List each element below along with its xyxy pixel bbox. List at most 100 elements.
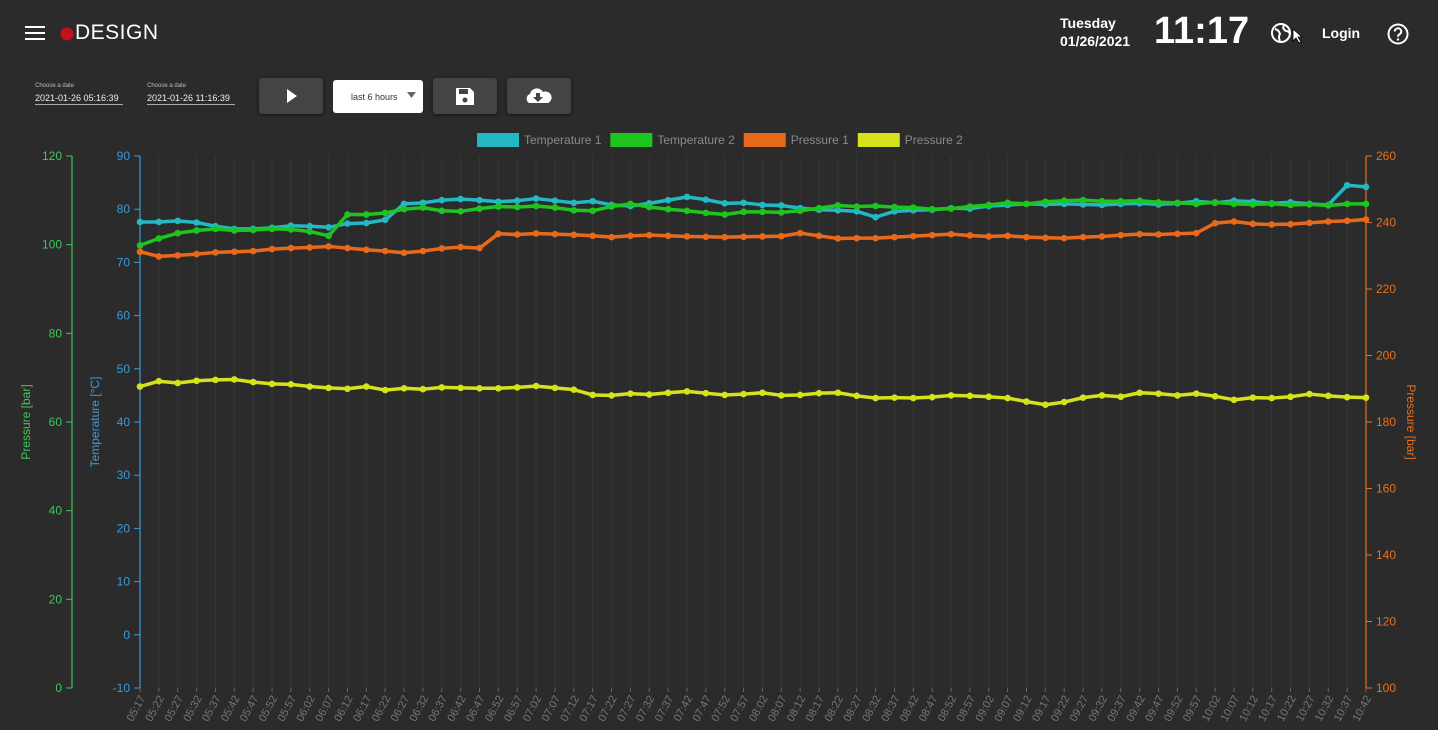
data-point — [1023, 398, 1030, 405]
data-point — [891, 394, 898, 401]
series-line — [138, 198, 1368, 248]
data-point — [627, 200, 634, 208]
data-point — [1155, 390, 1162, 397]
data-point — [1174, 230, 1181, 238]
data-point — [1249, 201, 1257, 208]
end-date[interactable]: 2021-01-26 11:16:39 — [147, 93, 235, 105]
data-point — [400, 205, 408, 213]
data-point — [891, 203, 898, 211]
data-point — [287, 244, 295, 252]
download-button[interactable] — [507, 78, 571, 114]
data-point — [815, 232, 823, 240]
data-point — [306, 228, 314, 235]
data-point — [1306, 390, 1313, 398]
data-point — [306, 383, 314, 390]
data-point — [570, 199, 578, 207]
data-point — [438, 196, 446, 204]
legend-label: Pressure 2 — [905, 133, 963, 147]
data-point — [1230, 200, 1238, 208]
data-point — [1174, 199, 1181, 207]
play-button[interactable] — [259, 78, 323, 114]
data-point — [853, 203, 861, 210]
data-point — [381, 386, 389, 394]
range-value: last 6 hours — [351, 92, 398, 102]
data-point — [268, 380, 276, 388]
data-point — [1268, 221, 1275, 228]
data-point — [1343, 393, 1351, 401]
data-point — [1362, 200, 1370, 208]
data-point — [174, 252, 182, 259]
data-point — [1060, 234, 1068, 242]
data-point — [1192, 229, 1200, 237]
series — [136, 216, 1370, 260]
data-point — [777, 202, 785, 209]
data-point — [1362, 394, 1370, 401]
data-point — [231, 376, 238, 383]
data-point — [1230, 396, 1238, 404]
data-point — [759, 208, 766, 216]
data-point — [759, 201, 766, 209]
data-point — [363, 246, 370, 254]
range-select[interactable]: last 6 hours — [333, 80, 423, 113]
start-date[interactable]: 2021-01-26 05:16:39 — [35, 93, 123, 105]
data-point — [325, 232, 332, 240]
data-point — [872, 202, 879, 210]
data-point — [928, 393, 936, 401]
data-point — [1343, 217, 1351, 225]
data-point — [1192, 200, 1200, 208]
data-point — [193, 227, 200, 234]
data-point — [1004, 394, 1011, 402]
login-button[interactable]: Login — [1322, 25, 1361, 41]
data-point — [325, 223, 332, 231]
data-point — [1324, 218, 1332, 225]
data-point — [287, 226, 295, 233]
logo: DESIGN — [75, 21, 159, 44]
data-point — [834, 235, 842, 242]
data-point — [740, 233, 747, 241]
save-button[interactable] — [433, 78, 497, 114]
data-point — [532, 195, 540, 202]
data-point — [1192, 390, 1200, 397]
data-point — [1117, 197, 1125, 205]
data-point — [551, 197, 559, 204]
data-point — [457, 208, 464, 215]
data-point — [759, 233, 766, 240]
chart: -10 0 10 20 30 40 50 60 70 80 90 Temperature [°C] 10… — [19, 133, 1418, 724]
data-point — [627, 390, 634, 397]
dropdown-arrow — [407, 92, 416, 98]
data-point — [495, 385, 502, 392]
y-tick-label: 30 — [117, 468, 131, 482]
data-point — [928, 231, 936, 239]
data-point — [174, 217, 182, 225]
y-tick-label: 180 — [1376, 415, 1396, 429]
data-point — [344, 244, 351, 252]
data-point — [363, 211, 370, 218]
data-point — [608, 392, 615, 399]
data-point — [721, 211, 729, 218]
data-point — [1079, 196, 1087, 204]
axis-title: Pressure [bar] — [19, 384, 33, 459]
menu-button[interactable] — [24, 24, 46, 42]
data-point — [645, 231, 653, 239]
data-point — [155, 218, 163, 226]
data-point — [683, 207, 691, 215]
data-point — [740, 390, 747, 398]
data-point — [1042, 198, 1049, 206]
data-point — [306, 244, 314, 251]
data-point — [344, 220, 351, 227]
data-point — [1060, 197, 1068, 204]
data-point — [1343, 200, 1351, 208]
data-point — [589, 232, 596, 240]
data-point — [457, 195, 464, 203]
data-point — [910, 232, 917, 240]
data-point — [891, 233, 898, 241]
series-line — [138, 377, 1368, 407]
data-point — [249, 378, 257, 386]
y-tick-label: 100 — [42, 238, 62, 252]
y-tick-label: 240 — [1376, 216, 1396, 230]
data-point — [212, 225, 219, 233]
help-button[interactable] — [1386, 22, 1410, 46]
data-point — [608, 233, 615, 241]
language-button[interactable] — [1270, 22, 1304, 48]
